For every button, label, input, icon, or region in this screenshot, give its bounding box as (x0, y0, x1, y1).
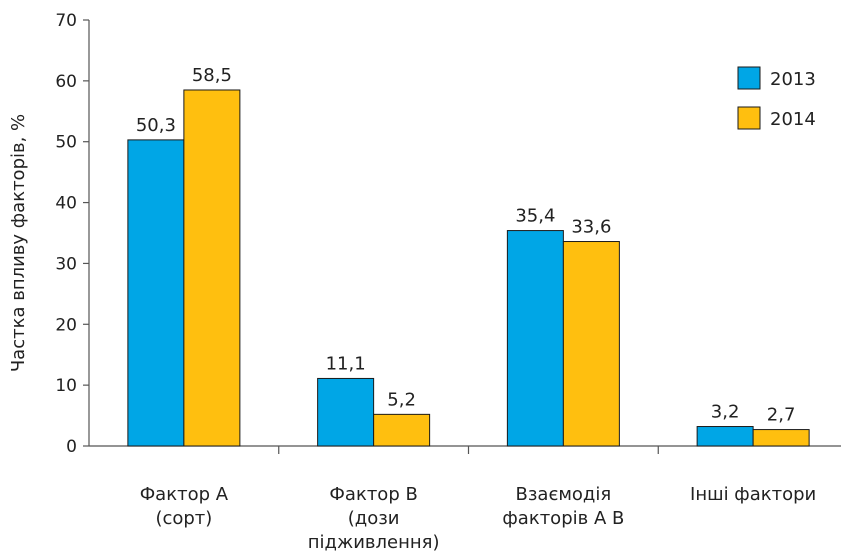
data-label: 5,2 (387, 389, 416, 410)
category-label: Взаємодія факторів А В (502, 484, 624, 529)
bar-2014-2 (373, 413, 431, 447)
data-label: 2,7 (767, 405, 796, 426)
bar-2013-4 (696, 426, 754, 447)
legend: 2013 2014 (737, 66, 816, 130)
bar-2013-3 (506, 230, 564, 447)
data-label: 33,6 (571, 217, 611, 238)
bar-2014-4 (752, 429, 810, 447)
data-labels: 50,3 58,5 11,1 5,2 35,4 33,6 3,2 2,7 (136, 65, 796, 426)
category-label: Фактор В (дози підживлення) (308, 484, 440, 553)
category-label: Інші фактори (690, 484, 816, 505)
y-tick-label: 10 (55, 376, 77, 396)
y-tick-label: 70 (55, 11, 77, 31)
legend-label-2013: 2013 (770, 69, 816, 90)
bar-2013-1 (127, 139, 185, 447)
data-label: 35,4 (515, 206, 555, 227)
bar-2014-1 (183, 89, 241, 447)
y-tick-label: 60 (55, 72, 77, 92)
x-axis (89, 445, 841, 454)
category-label: Фактор А (сорт) (140, 484, 229, 529)
y-axis: 0 10 20 30 40 50 60 70 (55, 11, 90, 457)
data-label: 50,3 (136, 115, 176, 136)
data-label: 3,2 (711, 402, 740, 423)
y-tick-label: 40 (55, 194, 77, 214)
bar-2013-2 (317, 377, 375, 447)
legend-swatch-2014 (737, 106, 761, 130)
bar-2014-3 (562, 241, 620, 447)
y-tick-label: 0 (66, 437, 77, 457)
y-tick-label: 20 (55, 315, 77, 335)
category-labels: Фактор А (сорт) Фактор В (дози підживлення) В… (140, 484, 817, 553)
bars (127, 89, 810, 447)
legend-label-2014: 2014 (770, 109, 816, 130)
legend-swatch-2013 (737, 66, 761, 90)
data-label: 11,1 (326, 353, 366, 374)
y-axis-title: Частка впливу факторів, % (8, 114, 29, 372)
y-tick-label: 30 (55, 254, 77, 274)
y-tick-label: 50 (55, 133, 77, 153)
data-label: 58,5 (192, 65, 232, 86)
